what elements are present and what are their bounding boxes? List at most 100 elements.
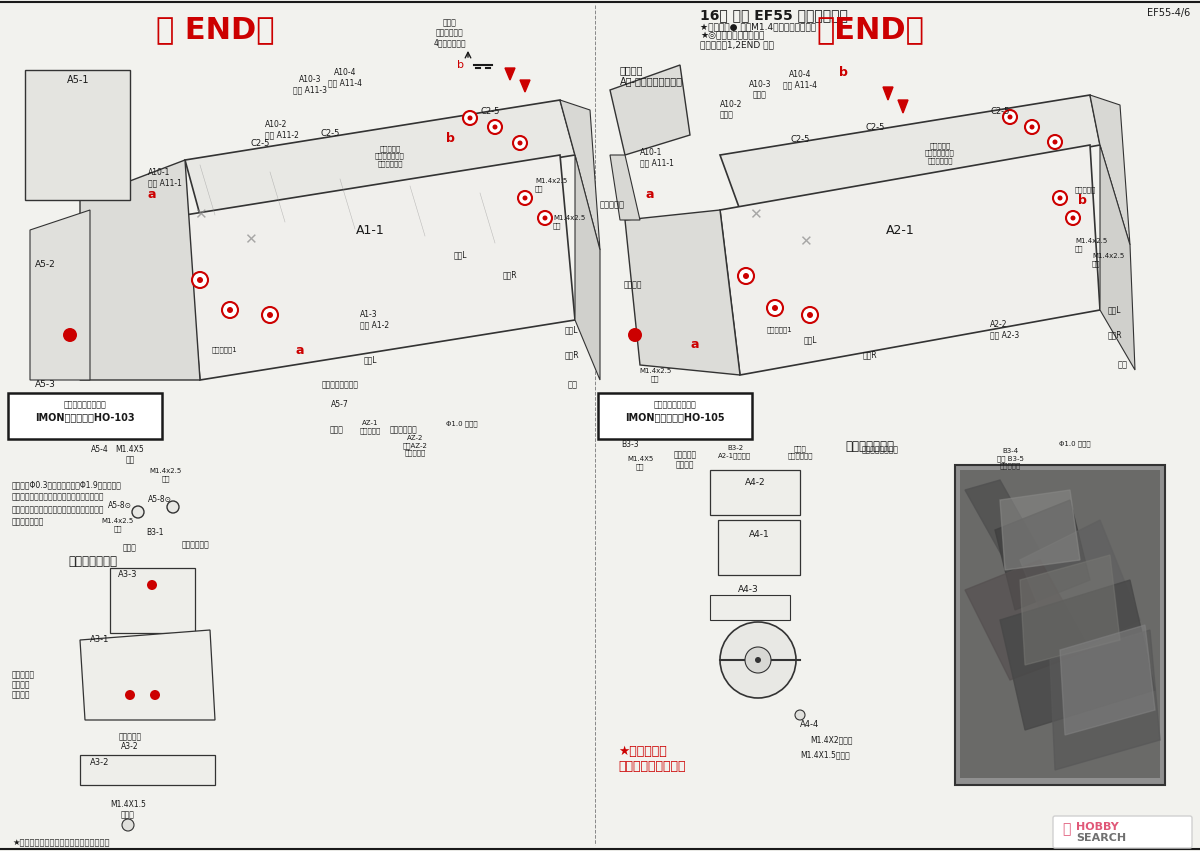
- Text: Φ1.0 真鍮線: Φ1.0 真鍮線: [1060, 440, 1091, 447]
- Circle shape: [262, 307, 278, 323]
- Polygon shape: [1050, 630, 1160, 770]
- Polygon shape: [610, 65, 690, 155]
- Text: C2-5: C2-5: [791, 135, 810, 145]
- Polygon shape: [898, 100, 908, 113]
- Text: 輪箱: 輪箱: [568, 380, 578, 390]
- Text: a: a: [646, 189, 654, 202]
- Polygon shape: [1020, 555, 1120, 665]
- Text: A2-2
対面 A2-3: A2-2 対面 A2-3: [990, 320, 1019, 340]
- Text: A1-1: A1-1: [355, 224, 384, 237]
- Circle shape: [522, 196, 528, 201]
- Polygon shape: [995, 500, 1090, 610]
- Text: M1.4X1.5コナベ: M1.4X1.5コナベ: [800, 750, 850, 759]
- Text: M1.4x2.5
ナベ: M1.4x2.5 ナベ: [638, 368, 671, 382]
- Circle shape: [743, 273, 749, 279]
- Text: 先輪台車の組立: 先輪台車の組立: [68, 555, 118, 568]
- Text: AZ-2
対面AZ-2
つづらあり: AZ-2 対面AZ-2 つづらあり: [402, 435, 427, 456]
- Circle shape: [1054, 191, 1067, 205]
- Circle shape: [542, 215, 547, 220]
- Text: IMONカプラー：HO-103: IMONカプラー：HO-103: [35, 412, 134, 422]
- Text: A10-1
対面 A11-1: A10-1 対面 A11-1: [640, 148, 674, 168]
- Circle shape: [1008, 115, 1013, 119]
- Text: B3-2
A2-1にハンダ: B3-2 A2-1にハンダ: [719, 445, 751, 459]
- Text: a: a: [148, 189, 156, 202]
- Bar: [80, 755, 215, 785]
- Bar: [110, 568, 194, 633]
- Text: M1.4X2コナベ: M1.4X2コナベ: [810, 735, 852, 744]
- Circle shape: [64, 328, 77, 342]
- Polygon shape: [965, 480, 1045, 570]
- Text: A1-3
対面 A1-2: A1-3 対面 A1-2: [360, 310, 389, 329]
- Text: M1.4X1.5
コナベ: M1.4X1.5 コナベ: [110, 800, 146, 820]
- Text: a: a: [691, 339, 700, 351]
- Polygon shape: [575, 155, 600, 380]
- Text: C2-5: C2-5: [251, 139, 270, 147]
- Circle shape: [150, 690, 160, 700]
- Circle shape: [122, 819, 134, 831]
- Text: ブレーキシリンダ: ブレーキシリンダ: [322, 380, 359, 389]
- Text: 輪箱: 輪箱: [1118, 361, 1128, 369]
- Circle shape: [745, 647, 772, 673]
- Text: A10-4
対面 A11-4: A10-4 対面 A11-4: [328, 68, 362, 88]
- Text: ✕: ✕: [749, 208, 761, 222]
- Text: 砂箱L: 砂箱L: [565, 325, 578, 334]
- Circle shape: [796, 710, 805, 720]
- Text: A5-3: A5-3: [35, 380, 56, 389]
- Circle shape: [772, 305, 778, 311]
- Text: HOBBY: HOBBY: [1076, 822, 1118, 832]
- Text: 台車端梁
A２-１にハメ込み固定: 台車端梁 A２-１にハメ込み固定: [620, 65, 683, 87]
- Text: 縦ブッシュ: 縦ブッシュ: [1075, 186, 1097, 193]
- Text: AZ-1
つづらあり: AZ-1 つづらあり: [359, 420, 380, 434]
- Polygon shape: [1000, 490, 1080, 570]
- Text: 縦ブッシュ
接着しておくと
作業が楽です: 縦ブッシュ 接着しておくと 作業が楽です: [925, 142, 955, 164]
- Circle shape: [1025, 120, 1039, 134]
- Text: A10-1
対面 A11-1: A10-1 対面 A11-1: [148, 168, 182, 187]
- Text: ハンダ穴: ハンダ穴: [624, 281, 642, 289]
- Text: A10-3
対面 A11-3: A10-3 対面 A11-3: [293, 75, 326, 94]
- Circle shape: [266, 312, 274, 318]
- Circle shape: [802, 307, 818, 323]
- Text: A3-2: A3-2: [90, 758, 109, 767]
- Polygon shape: [560, 100, 600, 250]
- Text: 後輪台車の組立: 後輪台車の組立: [846, 440, 894, 453]
- FancyBboxPatch shape: [1054, 816, 1192, 848]
- Circle shape: [468, 116, 473, 121]
- Text: 砂箱R: 砂箱R: [863, 351, 877, 359]
- Text: 塗装後
絶縁ワッシャ
4カ所接着取付: 塗装後 絶縁ワッシャ 4カ所接着取付: [433, 18, 467, 48]
- FancyBboxPatch shape: [960, 470, 1160, 778]
- Text: ★特記なき● 印はM1.4タップねがいます: ★特記なき● 印はM1.4タップねがいます: [700, 22, 816, 31]
- Circle shape: [1070, 215, 1075, 220]
- Text: オプション
カプラー: オプション カプラー: [673, 450, 696, 470]
- Text: A10-4
対面 A11-4: A10-4 対面 A11-4: [784, 70, 817, 89]
- Polygon shape: [883, 87, 893, 100]
- Polygon shape: [625, 210, 740, 375]
- Text: IMONカプラー：HO-105: IMONカプラー：HO-105: [625, 412, 725, 422]
- Text: A4-3: A4-3: [738, 585, 758, 594]
- Circle shape: [517, 140, 522, 146]
- Text: 先輪導入: 先輪導入: [12, 690, 30, 699]
- Circle shape: [738, 268, 754, 284]
- Text: M1.4x2.5
ナベ: M1.4x2.5 ナベ: [102, 518, 134, 532]
- Text: 縦ブッシュ1: 縦ブッシュ1: [767, 327, 793, 334]
- Circle shape: [148, 580, 157, 590]
- Text: 先輪ボルスタ: 先輪ボルスタ: [390, 426, 418, 435]
- Circle shape: [1003, 110, 1018, 124]
- Text: M1.4x2.5
ナベ: M1.4x2.5 ナベ: [553, 215, 586, 229]
- Circle shape: [538, 211, 552, 225]
- FancyBboxPatch shape: [598, 393, 752, 439]
- Polygon shape: [965, 560, 1090, 680]
- Text: 砂箱L: 砂箱L: [1108, 306, 1122, 315]
- Polygon shape: [1020, 520, 1140, 660]
- Text: 縦ブッシュ
接着しておくと
作業が楽です: 縦ブッシュ 接着しておくと 作業が楽です: [376, 145, 404, 167]
- Circle shape: [1048, 135, 1062, 149]
- Text: C2-5: C2-5: [990, 107, 1009, 117]
- Circle shape: [755, 657, 761, 663]
- Polygon shape: [30, 210, 90, 380]
- Text: 類似個所は1,2END 共用: 類似個所は1,2END 共用: [700, 40, 774, 49]
- FancyBboxPatch shape: [8, 393, 162, 439]
- Text: A5-7: A5-7: [331, 400, 349, 409]
- Text: エアホース: エアホース: [600, 200, 625, 209]
- Circle shape: [222, 302, 238, 318]
- Polygon shape: [185, 100, 575, 215]
- Text: b: b: [456, 60, 463, 70]
